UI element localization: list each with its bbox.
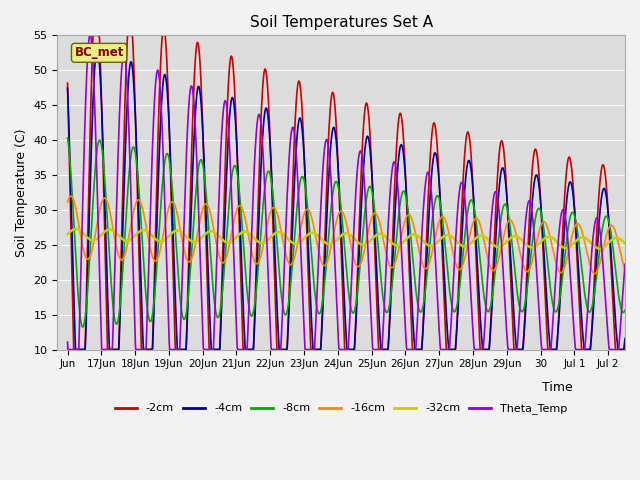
Text: BC_met: BC_met [74,47,124,60]
X-axis label: Time: Time [541,381,572,394]
Title: Soil Temperatures Set A: Soil Temperatures Set A [250,15,433,30]
Y-axis label: Soil Temperature (C): Soil Temperature (C) [15,128,28,257]
Legend: -2cm, -4cm, -8cm, -16cm, -32cm, Theta_Temp: -2cm, -4cm, -8cm, -16cm, -32cm, Theta_Te… [110,399,572,419]
